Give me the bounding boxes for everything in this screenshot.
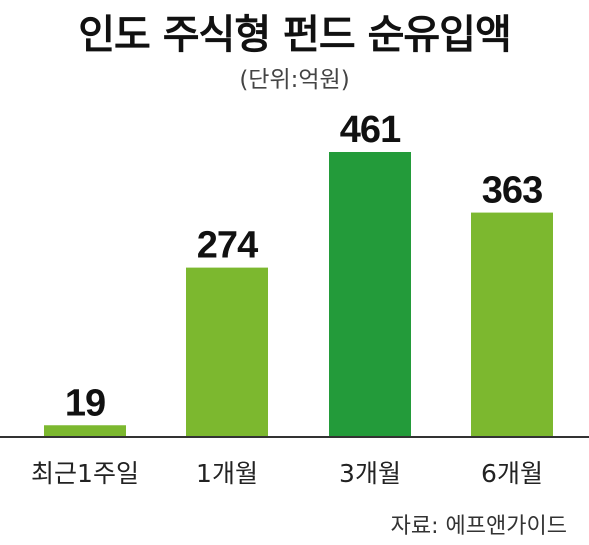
category-label-4: 6개월: [481, 459, 543, 488]
value-label-3: 461: [340, 109, 401, 151]
bars-group: [44, 152, 553, 437]
bar-4: [471, 212, 553, 437]
value-label-1: 19: [65, 382, 105, 424]
value-label-2: 274: [197, 225, 258, 267]
unit-note: (단위:억원): [239, 67, 350, 93]
category-labels-group: 최근1주일 1개월 3개월 6개월: [31, 459, 543, 488]
category-label-1: 최근1주일: [31, 459, 139, 488]
value-label-4: 363: [482, 170, 542, 212]
bar-2: [186, 267, 268, 437]
value-labels-group: 19 274 461 363: [65, 109, 543, 424]
chart-title: 인도 주식형 펀드 순유입액: [78, 12, 512, 58]
source-note: 자료: 에프앤가이드: [390, 514, 567, 539]
category-label-2: 1개월: [196, 459, 258, 488]
bar-1: [44, 425, 126, 437]
bar-3: [329, 152, 411, 437]
category-label-3: 3개월: [339, 459, 401, 488]
